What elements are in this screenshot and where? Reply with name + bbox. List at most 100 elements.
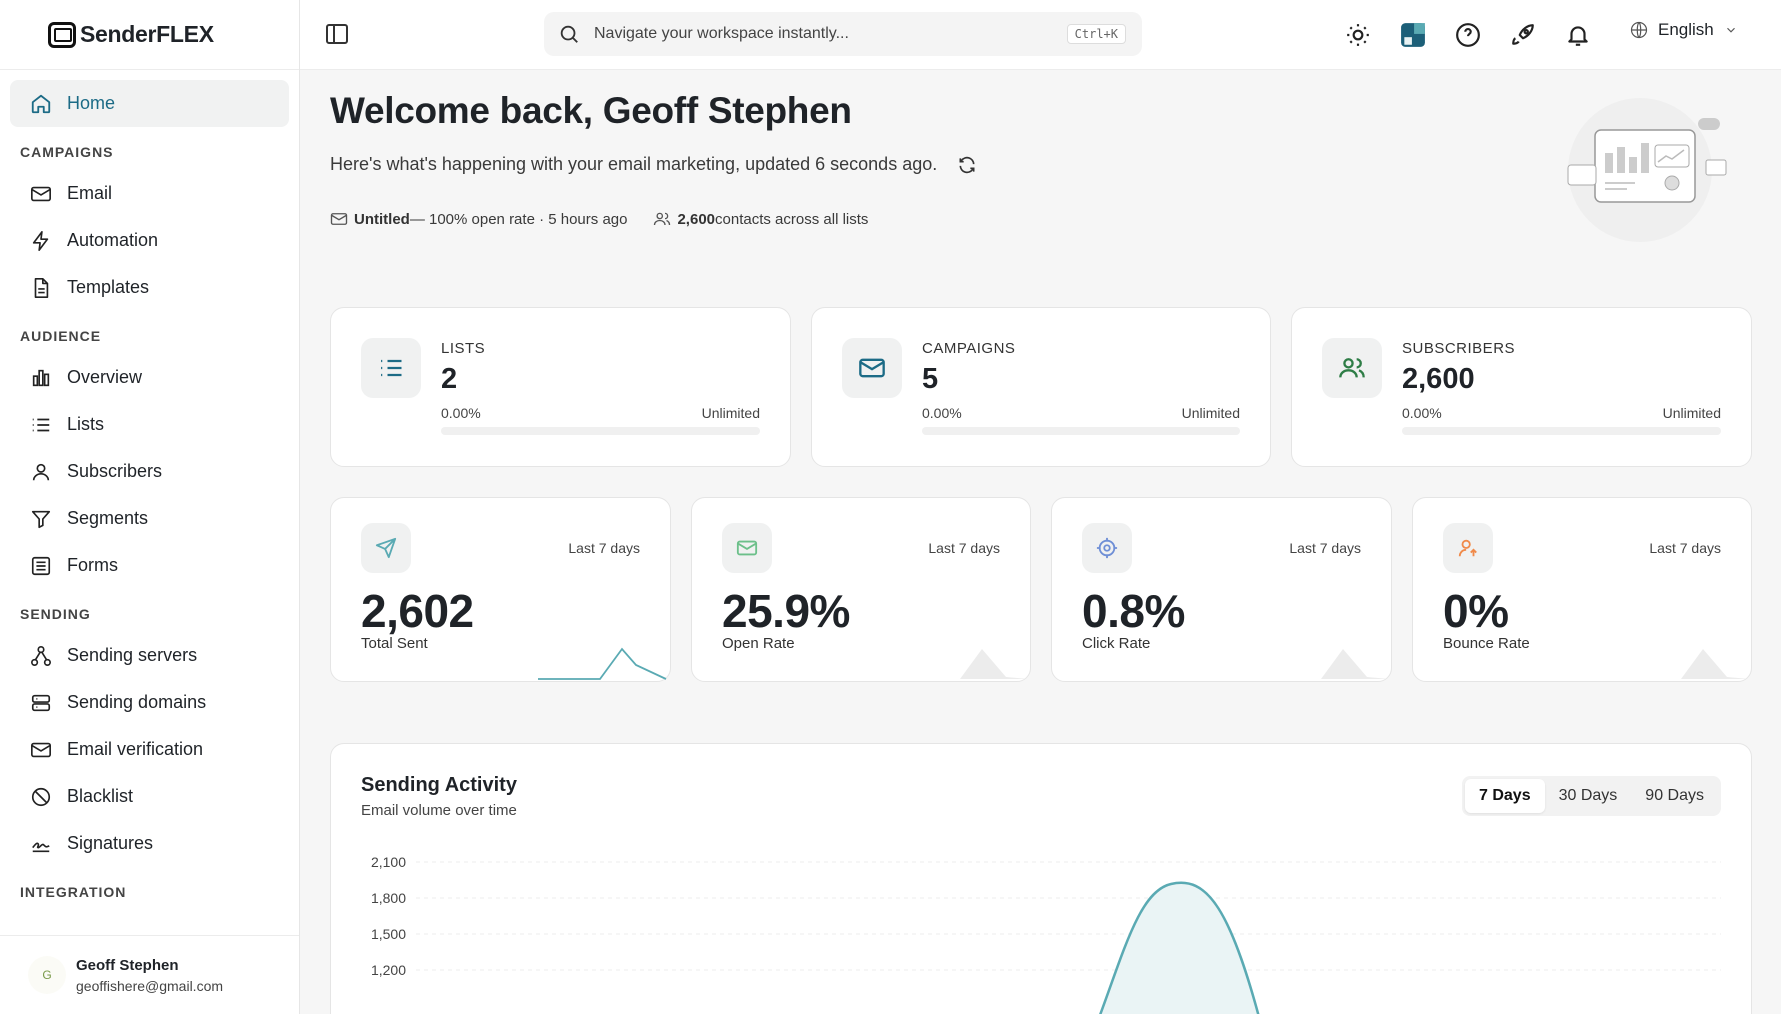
mail-icon: [842, 338, 902, 398]
quota-progress: [922, 427, 1240, 435]
search-placeholder: Navigate your workspace instantly...: [594, 25, 849, 42]
home-icon: [31, 94, 51, 113]
sidebar-item-blacklist[interactable]: Blacklist: [10, 773, 289, 820]
stat-card-click-rate[interactable]: Last 7 days 0.8% Click Rate: [1051, 497, 1392, 682]
range-90-days[interactable]: 90 Days: [1645, 787, 1704, 804]
quota-value: 2: [441, 363, 458, 395]
contacts-text: contacts across all lists: [715, 210, 869, 228]
stat-period: Last 7 days: [568, 540, 640, 556]
sparkline: [1259, 649, 1389, 679]
sidebar-item-subscribers[interactable]: Subscribers: [10, 448, 289, 495]
list-icon: [361, 338, 421, 398]
stat-card-open-rate[interactable]: Last 7 days 25.9% Open Rate: [691, 497, 1031, 682]
sidebar-item-label: Templates: [67, 277, 150, 297]
sidebar-item-label: Overview: [67, 367, 143, 387]
envelope-logo-icon: [48, 21, 76, 48]
search-input[interactable]: Navigate your workspace instantly... Ctr…: [544, 12, 1142, 56]
sidebar-item-forms[interactable]: Forms: [10, 542, 289, 589]
sidebar-item-label: Email verification: [67, 739, 204, 759]
y-tick-label: 1,200: [371, 962, 406, 978]
quota-card-lists[interactable]: LISTS 2 0.00% Unlimited: [330, 307, 791, 467]
sidebar-item-automation[interactable]: Automation: [10, 217, 289, 264]
sidebar-item-label: Email: [67, 183, 113, 203]
sending-activity-card: Sending Activity Email volume over time …: [330, 743, 1752, 1014]
user-icon: [32, 463, 50, 480]
quota-limit: Unlimited: [1181, 405, 1240, 421]
language-label: English: [1658, 20, 1714, 39]
bell-icon[interactable]: [1565, 22, 1591, 48]
language-select[interactable]: English: [1630, 20, 1748, 40]
range-7-days[interactable]: 7 Days: [1465, 779, 1545, 813]
sidebar-item-sending-servers[interactable]: Sending servers: [10, 632, 289, 679]
refresh-icon[interactable]: [957, 155, 977, 175]
sidebar-item-signatures[interactable]: Signatures: [10, 820, 289, 867]
layout-icon[interactable]: [1400, 22, 1426, 48]
stat-label: Open Rate: [722, 635, 795, 652]
range-30-days[interactable]: 30 Days: [1558, 787, 1618, 804]
sidebar-item-label: Forms: [67, 555, 118, 575]
quota-value: 2,600: [1402, 363, 1475, 395]
mail-check-icon: [31, 742, 51, 757]
users-icon: [1322, 338, 1382, 398]
range-selector: 7 Days 30 Days 90 Days: [1462, 776, 1721, 816]
quota-percent: 0.00%: [441, 405, 481, 421]
stat-card-bounce-rate[interactable]: Last 7 days 0% Bounce Rate: [1412, 497, 1752, 682]
sidebar-item-email[interactable]: Email: [10, 170, 289, 217]
chevron-down-icon: [1726, 27, 1735, 33]
quota-value: 5: [922, 363, 939, 395]
sidebar-item-email-verification[interactable]: Email verification: [10, 726, 289, 773]
subtitle-text: Here's what's happening with your email …: [330, 154, 938, 174]
search-shortcut: Ctrl+K: [1066, 24, 1126, 44]
main-content: Welcome back, Geoff Stephen Here's what'…: [330, 70, 1752, 1014]
sidebar-toggle-icon[interactable]: [326, 24, 348, 44]
filter-icon: [31, 510, 51, 528]
user-profile[interactable]: G Geoff Stephen geoffishere@gmail.com: [0, 935, 299, 1014]
sidebar-item-label: Lists: [67, 414, 105, 434]
last-campaign-name[interactable]: Untitled: [354, 210, 410, 228]
quota-card-campaigns[interactable]: CAMPAIGNS 5 0.00% Unlimited: [811, 307, 1271, 467]
stat-card-total-sent[interactable]: Last 7 days 2,602 Total Sent: [330, 497, 671, 682]
stat-value: 0%: [1443, 585, 1509, 637]
users-icon: [654, 212, 671, 226]
quota-percent: 0.00%: [922, 405, 962, 421]
sidebar-item-sending-domains[interactable]: Sending domains: [10, 679, 289, 726]
activity-chart: 2,100 1,800 1,500 1,200: [371, 854, 1721, 1014]
y-tick-label: 1,500: [371, 926, 406, 942]
sidebar-item-lists[interactable]: Lists: [10, 401, 289, 448]
sparkline: [1619, 649, 1749, 679]
y-tick-label: 1,800: [371, 890, 406, 906]
sidebar-item-label: Home: [67, 93, 116, 113]
page-title: Welcome back, Geoff Stephen: [330, 90, 852, 131]
sidebar-item-templates[interactable]: Templates: [10, 264, 289, 311]
sidebar-item-label: Automation: [67, 230, 159, 250]
sparkline: [538, 647, 667, 680]
quota-limit: Unlimited: [701, 405, 760, 421]
zap-icon: [32, 230, 49, 251]
quota-card-subscribers[interactable]: SUBSCRIBERS 2,600 0.00% Unlimited: [1291, 307, 1752, 467]
sidebar-item-home[interactable]: Home: [10, 80, 289, 127]
form-icon: [31, 556, 51, 575]
sun-icon[interactable]: [1345, 22, 1371, 48]
sidebar-item-overview[interactable]: Overview: [10, 354, 289, 401]
section-sending: SENDING: [20, 606, 91, 622]
target-icon: [1082, 523, 1132, 573]
user-email: geoffishere@gmail.com: [76, 977, 224, 994]
sidebar-nav: Home CAMPAIGNS Email Automation Template…: [0, 70, 299, 910]
sidebar-item-label: Signatures: [67, 833, 154, 853]
sidebar-item-segments[interactable]: Segments: [10, 495, 289, 542]
help-icon[interactable]: [1455, 22, 1481, 48]
rocket-icon[interactable]: [1510, 22, 1536, 48]
brand[interactable]: SenderFLEX: [0, 0, 299, 70]
quota-percent: 0.00%: [1402, 405, 1442, 421]
user-name: Geoff Stephen: [76, 956, 179, 974]
section-audience: AUDIENCE: [20, 328, 102, 344]
ban-icon: [31, 787, 51, 806]
stat-value: 2,602: [361, 585, 474, 637]
dashboard-illustration: [1567, 98, 1727, 242]
sidebar: SenderFLEX Home CAMPAIGNS Email Automati…: [0, 0, 300, 1014]
page-subtitle: Here's what's happening with your email …: [330, 154, 977, 175]
server-icon: [31, 694, 51, 711]
stat-period: Last 7 days: [1649, 540, 1721, 556]
quota-label: SUBSCRIBERS: [1402, 340, 1516, 357]
signature-icon: [32, 841, 50, 852]
